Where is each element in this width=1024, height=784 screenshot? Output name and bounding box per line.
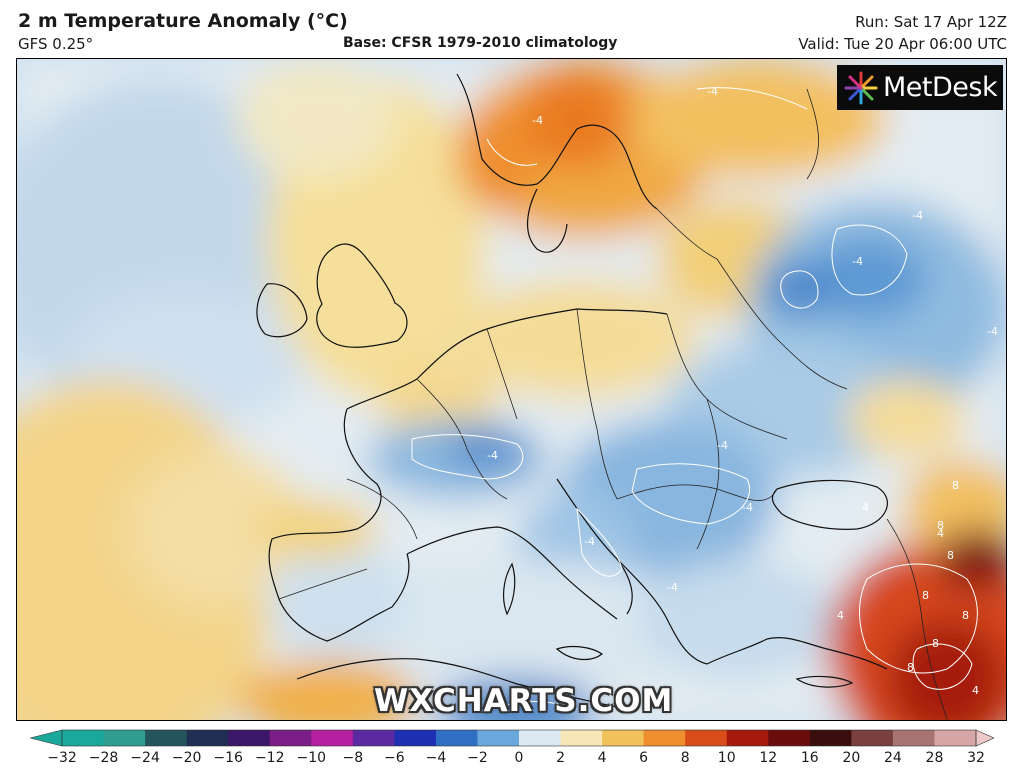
contour-label: 4 — [972, 684, 979, 697]
scale-segment — [62, 730, 105, 746]
scale-tick-label: 32 — [967, 750, 985, 766]
run-time-label: Run: Sat 17 Apr 12Z — [855, 13, 1007, 31]
scale-border — [61, 729, 977, 747]
scale-segment — [560, 730, 603, 746]
scale-tick-label: 8 — [680, 750, 690, 766]
contour-label: 4 — [862, 501, 869, 514]
scale-tick-label: 20 — [842, 750, 861, 766]
scale-tick-label: 24 — [883, 750, 902, 766]
scale-tick-label: −32 — [47, 750, 77, 766]
scale-segment — [477, 730, 520, 746]
contour-label: 8 — [932, 637, 939, 650]
anomaly-map[interactable]: -4 -4 -4 -4 -4 -4 -4 -4 -4 -4 4 4 4 4 8 … — [16, 58, 1007, 721]
scale-segment — [352, 730, 395, 746]
scale-tick-label: 6 — [639, 750, 649, 766]
scale-segment — [394, 730, 437, 746]
scale-segment — [145, 730, 188, 746]
metdesk-starburst-icon — [844, 71, 878, 104]
scale-segment — [228, 730, 271, 746]
contour-label: 8 — [922, 589, 929, 602]
contour-label: 8 — [947, 549, 954, 562]
scale-tick-label: −28 — [88, 750, 119, 766]
contour-label: -4 — [717, 439, 728, 452]
contour-label: -4 — [852, 255, 863, 268]
contour-label: 8 — [962, 609, 969, 622]
scale-segment — [602, 730, 645, 746]
scale-arrow-low — [30, 729, 63, 747]
contour-label: 8 — [937, 519, 944, 532]
scale-arrow-high — [975, 729, 994, 747]
anomaly-field — [17, 59, 1006, 720]
contour-label: -4 — [667, 581, 678, 594]
scale-tick-label: −20 — [171, 750, 202, 766]
contour-label: 4 — [837, 609, 844, 622]
scale-tick-label: 4 — [597, 750, 607, 766]
contour-label: -4 — [584, 535, 595, 548]
color-scale-bar — [30, 729, 994, 747]
scale-segment — [311, 730, 354, 746]
scale-segment — [519, 730, 562, 746]
scale-segment — [685, 730, 728, 746]
scale-tick-label: 28 — [925, 750, 944, 766]
scale-tick-label: −16 — [213, 750, 243, 766]
logo-text: MetDesk — [883, 72, 998, 103]
scale-segment — [934, 730, 977, 746]
scale-segment — [768, 730, 811, 746]
wxcharts-watermark: WXCHARTS.COM — [374, 683, 674, 719]
scale-segment — [435, 730, 478, 746]
scale-segment — [809, 730, 852, 746]
model-label: GFS 0.25° — [18, 35, 94, 53]
scale-tick-label: −6 — [384, 750, 405, 766]
contour-label: -4 — [707, 85, 718, 98]
base-climatology-label: Base: CFSR 1979-2010 climatology — [343, 35, 618, 51]
contour-label: 4 — [937, 527, 944, 540]
scale-tick-label: 12 — [759, 750, 778, 766]
contour-label: -4 — [532, 114, 543, 127]
scale-tick-label: 0 — [514, 750, 524, 766]
scale-tick-label: 2 — [556, 750, 565, 766]
scale-tick-label: −4 — [425, 750, 447, 766]
chart-title: 2 m Temperature Anomaly (°C) — [18, 10, 348, 32]
contour-label: 8 — [952, 479, 959, 492]
metdesk-logo: MetDesk — [837, 65, 1003, 110]
map-canvas: -4 -4 -4 -4 -4 -4 -4 -4 -4 -4 4 4 4 4 8 … — [17, 59, 1006, 720]
scale-segment — [726, 730, 769, 746]
coastlines — [256, 73, 888, 708]
scale-segment — [103, 730, 146, 746]
scale-segment — [643, 730, 686, 746]
anomaly-contours — [411, 87, 978, 710]
contour-label: -4 — [912, 209, 923, 222]
scale-segment — [186, 730, 229, 746]
contour-label: -4 — [987, 325, 998, 338]
valid-time-label: Valid: Tue 20 Apr 06:00 UTC — [798, 35, 1007, 53]
color-scale-segments — [30, 729, 994, 747]
scale-segment — [269, 730, 312, 746]
contour-label: 8 — [907, 661, 914, 674]
scale-tick-label: −8 — [342, 750, 364, 766]
contour-label: -4 — [742, 501, 753, 514]
scale-segment — [892, 730, 935, 746]
scale-tick-label: −10 — [296, 750, 327, 766]
scale-tick-label: −2 — [467, 750, 488, 766]
scale-segment — [851, 730, 894, 746]
scale-tick-label: −24 — [130, 750, 160, 766]
scale-tick-label: 16 — [800, 750, 819, 766]
scale-tick-label: 10 — [717, 750, 736, 766]
scale-tick-label: −12 — [254, 750, 285, 766]
contour-labels: -4 -4 -4 -4 -4 -4 -4 -4 -4 -4 4 4 4 4 8 … — [487, 85, 998, 697]
color-scale-ticks: −32 −28 −24 −20 −16 −12 −10 −8 −6 −4 −2 0 2 4 6 8 10 12 16… — [0, 748, 1024, 772]
country-borders — [278, 88, 948, 720]
contour-label: -4 — [487, 449, 498, 462]
